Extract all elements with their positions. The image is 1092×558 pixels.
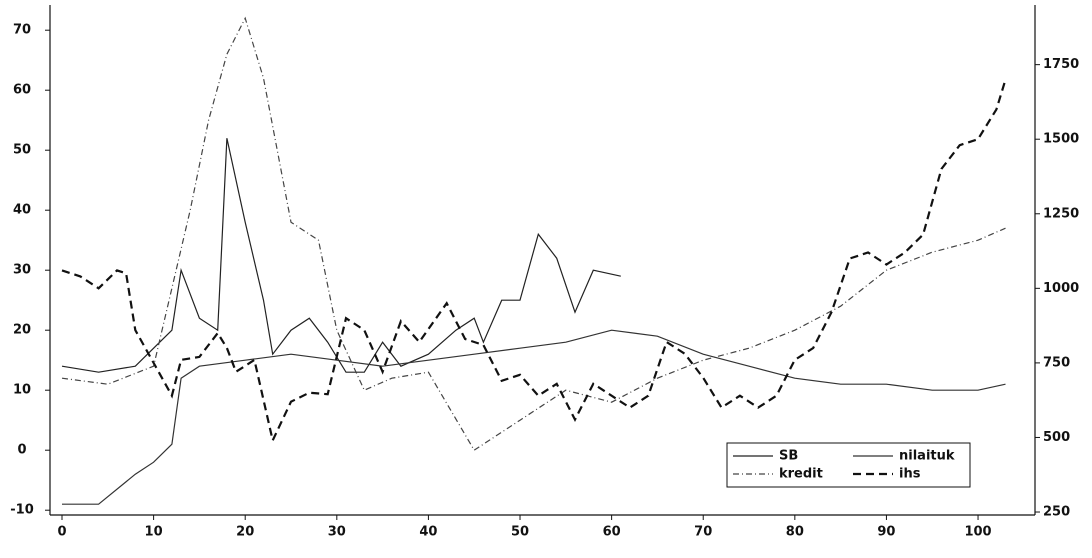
y2-tick-label: 1750	[1043, 57, 1079, 72]
x-tick-label: 50	[511, 525, 529, 540]
y-tick-label: 0	[17, 443, 26, 458]
y2-tick-label: 1000	[1043, 281, 1079, 296]
y-tick-label: -10	[10, 503, 34, 518]
series-line	[62, 138, 621, 372]
legend-label: ihs	[899, 467, 921, 482]
x-tick-label: 70	[694, 525, 712, 540]
x-tick-label: 80	[786, 525, 804, 540]
x-tick-label: 40	[419, 525, 437, 540]
y2-tick-label: 250	[1043, 505, 1070, 520]
y-tick-label: 30	[13, 263, 31, 278]
y2-tick-label: 1250	[1043, 206, 1079, 221]
legend-label: nilaituk	[899, 449, 955, 464]
y-tick-label: 20	[13, 323, 31, 338]
y-tick-label: 70	[13, 23, 31, 38]
legend-label: kredit	[779, 467, 823, 482]
y2-tick-label: 750	[1043, 355, 1070, 370]
x-tick-label: 20	[236, 525, 254, 540]
legend-label: SB	[779, 449, 798, 464]
y-tick-label: 40	[13, 203, 31, 218]
x-tick-label: 60	[603, 525, 621, 540]
y-tick-label: 60	[13, 83, 31, 98]
x-tick-label: 90	[877, 525, 895, 540]
y-tick-label: 10	[13, 383, 31, 398]
series-line	[62, 18, 1006, 450]
x-tick-label: 100	[964, 525, 991, 540]
x-tick-label: 10	[145, 525, 163, 540]
y2-tick-label: 1500	[1043, 132, 1079, 147]
x-tick-label: 30	[328, 525, 346, 540]
y-tick-label: 50	[13, 143, 31, 158]
y2-tick-label: 500	[1043, 430, 1070, 445]
chart: 706050403020100-101750150012501000750500…	[0, 0, 1092, 558]
series-line	[62, 80, 1006, 441]
x-tick-label: 0	[57, 525, 66, 540]
